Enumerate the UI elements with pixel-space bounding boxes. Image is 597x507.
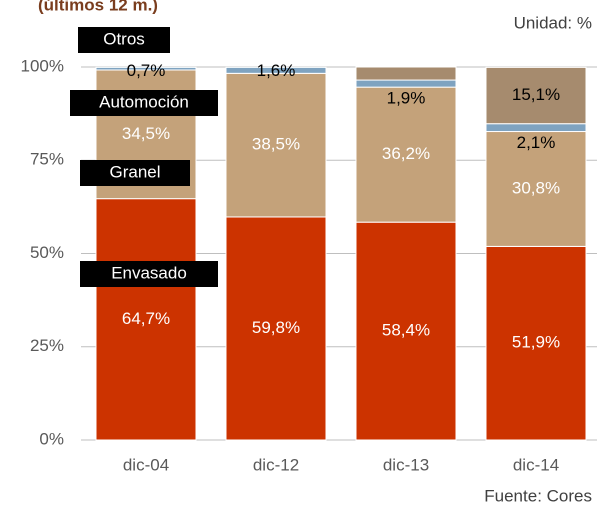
data-label: 2,1% bbox=[517, 133, 556, 152]
legend-box bbox=[78, 27, 170, 53]
data-label: 34,5% bbox=[122, 124, 170, 143]
bar-segment bbox=[355, 86, 457, 223]
legend-label: Otros bbox=[103, 29, 145, 48]
data-label: 58,4% bbox=[382, 321, 430, 340]
legend-box bbox=[80, 160, 190, 186]
data-label: 51,9% bbox=[512, 333, 560, 352]
bar-segment bbox=[95, 66, 197, 71]
unit-label: Unidad: % bbox=[514, 13, 592, 32]
legend-label: Granel bbox=[109, 162, 160, 181]
x-tick-label: dic-04 bbox=[123, 455, 169, 474]
data-label: 38,5% bbox=[252, 135, 300, 154]
y-tick-label: 25% bbox=[30, 336, 64, 355]
bar-segment bbox=[95, 198, 197, 441]
bar-segment bbox=[225, 72, 327, 218]
data-label: 64,7% bbox=[122, 309, 170, 328]
bar-segment bbox=[225, 216, 327, 441]
x-tick-label: dic-14 bbox=[513, 455, 559, 474]
chart-title: (últimos 12 m.) bbox=[38, 0, 158, 14]
data-label: 59,8% bbox=[252, 318, 300, 337]
data-label: 15,1% bbox=[512, 85, 560, 104]
y-tick-label: 50% bbox=[30, 243, 64, 262]
x-tick-label: dic-13 bbox=[383, 455, 429, 474]
y-tick-label: 100% bbox=[21, 56, 64, 75]
bar-segment bbox=[225, 66, 327, 74]
legend-label: Envasado bbox=[111, 263, 187, 282]
legend-box bbox=[70, 90, 218, 116]
data-label: 1,6% bbox=[257, 61, 296, 80]
source-label: Fuente: Cores bbox=[484, 486, 592, 505]
x-tick-label: dic-12 bbox=[253, 455, 299, 474]
bar-segment bbox=[485, 131, 587, 247]
data-label: 1,9% bbox=[387, 89, 426, 108]
data-label: 0,7% bbox=[127, 61, 166, 80]
bar-segment bbox=[355, 66, 457, 81]
data-label: 30,8% bbox=[512, 178, 560, 197]
bar-segment bbox=[485, 245, 587, 441]
bar-segment bbox=[355, 79, 457, 88]
bar-segment bbox=[485, 123, 587, 133]
legend-label: Automoción bbox=[99, 92, 189, 111]
y-tick-label: 0% bbox=[39, 429, 64, 448]
data-label: 36,2% bbox=[382, 144, 430, 163]
legend-box bbox=[80, 261, 218, 287]
bar-segment bbox=[485, 66, 587, 125]
bar-segment bbox=[355, 221, 457, 441]
y-tick-label: 75% bbox=[30, 150, 64, 169]
